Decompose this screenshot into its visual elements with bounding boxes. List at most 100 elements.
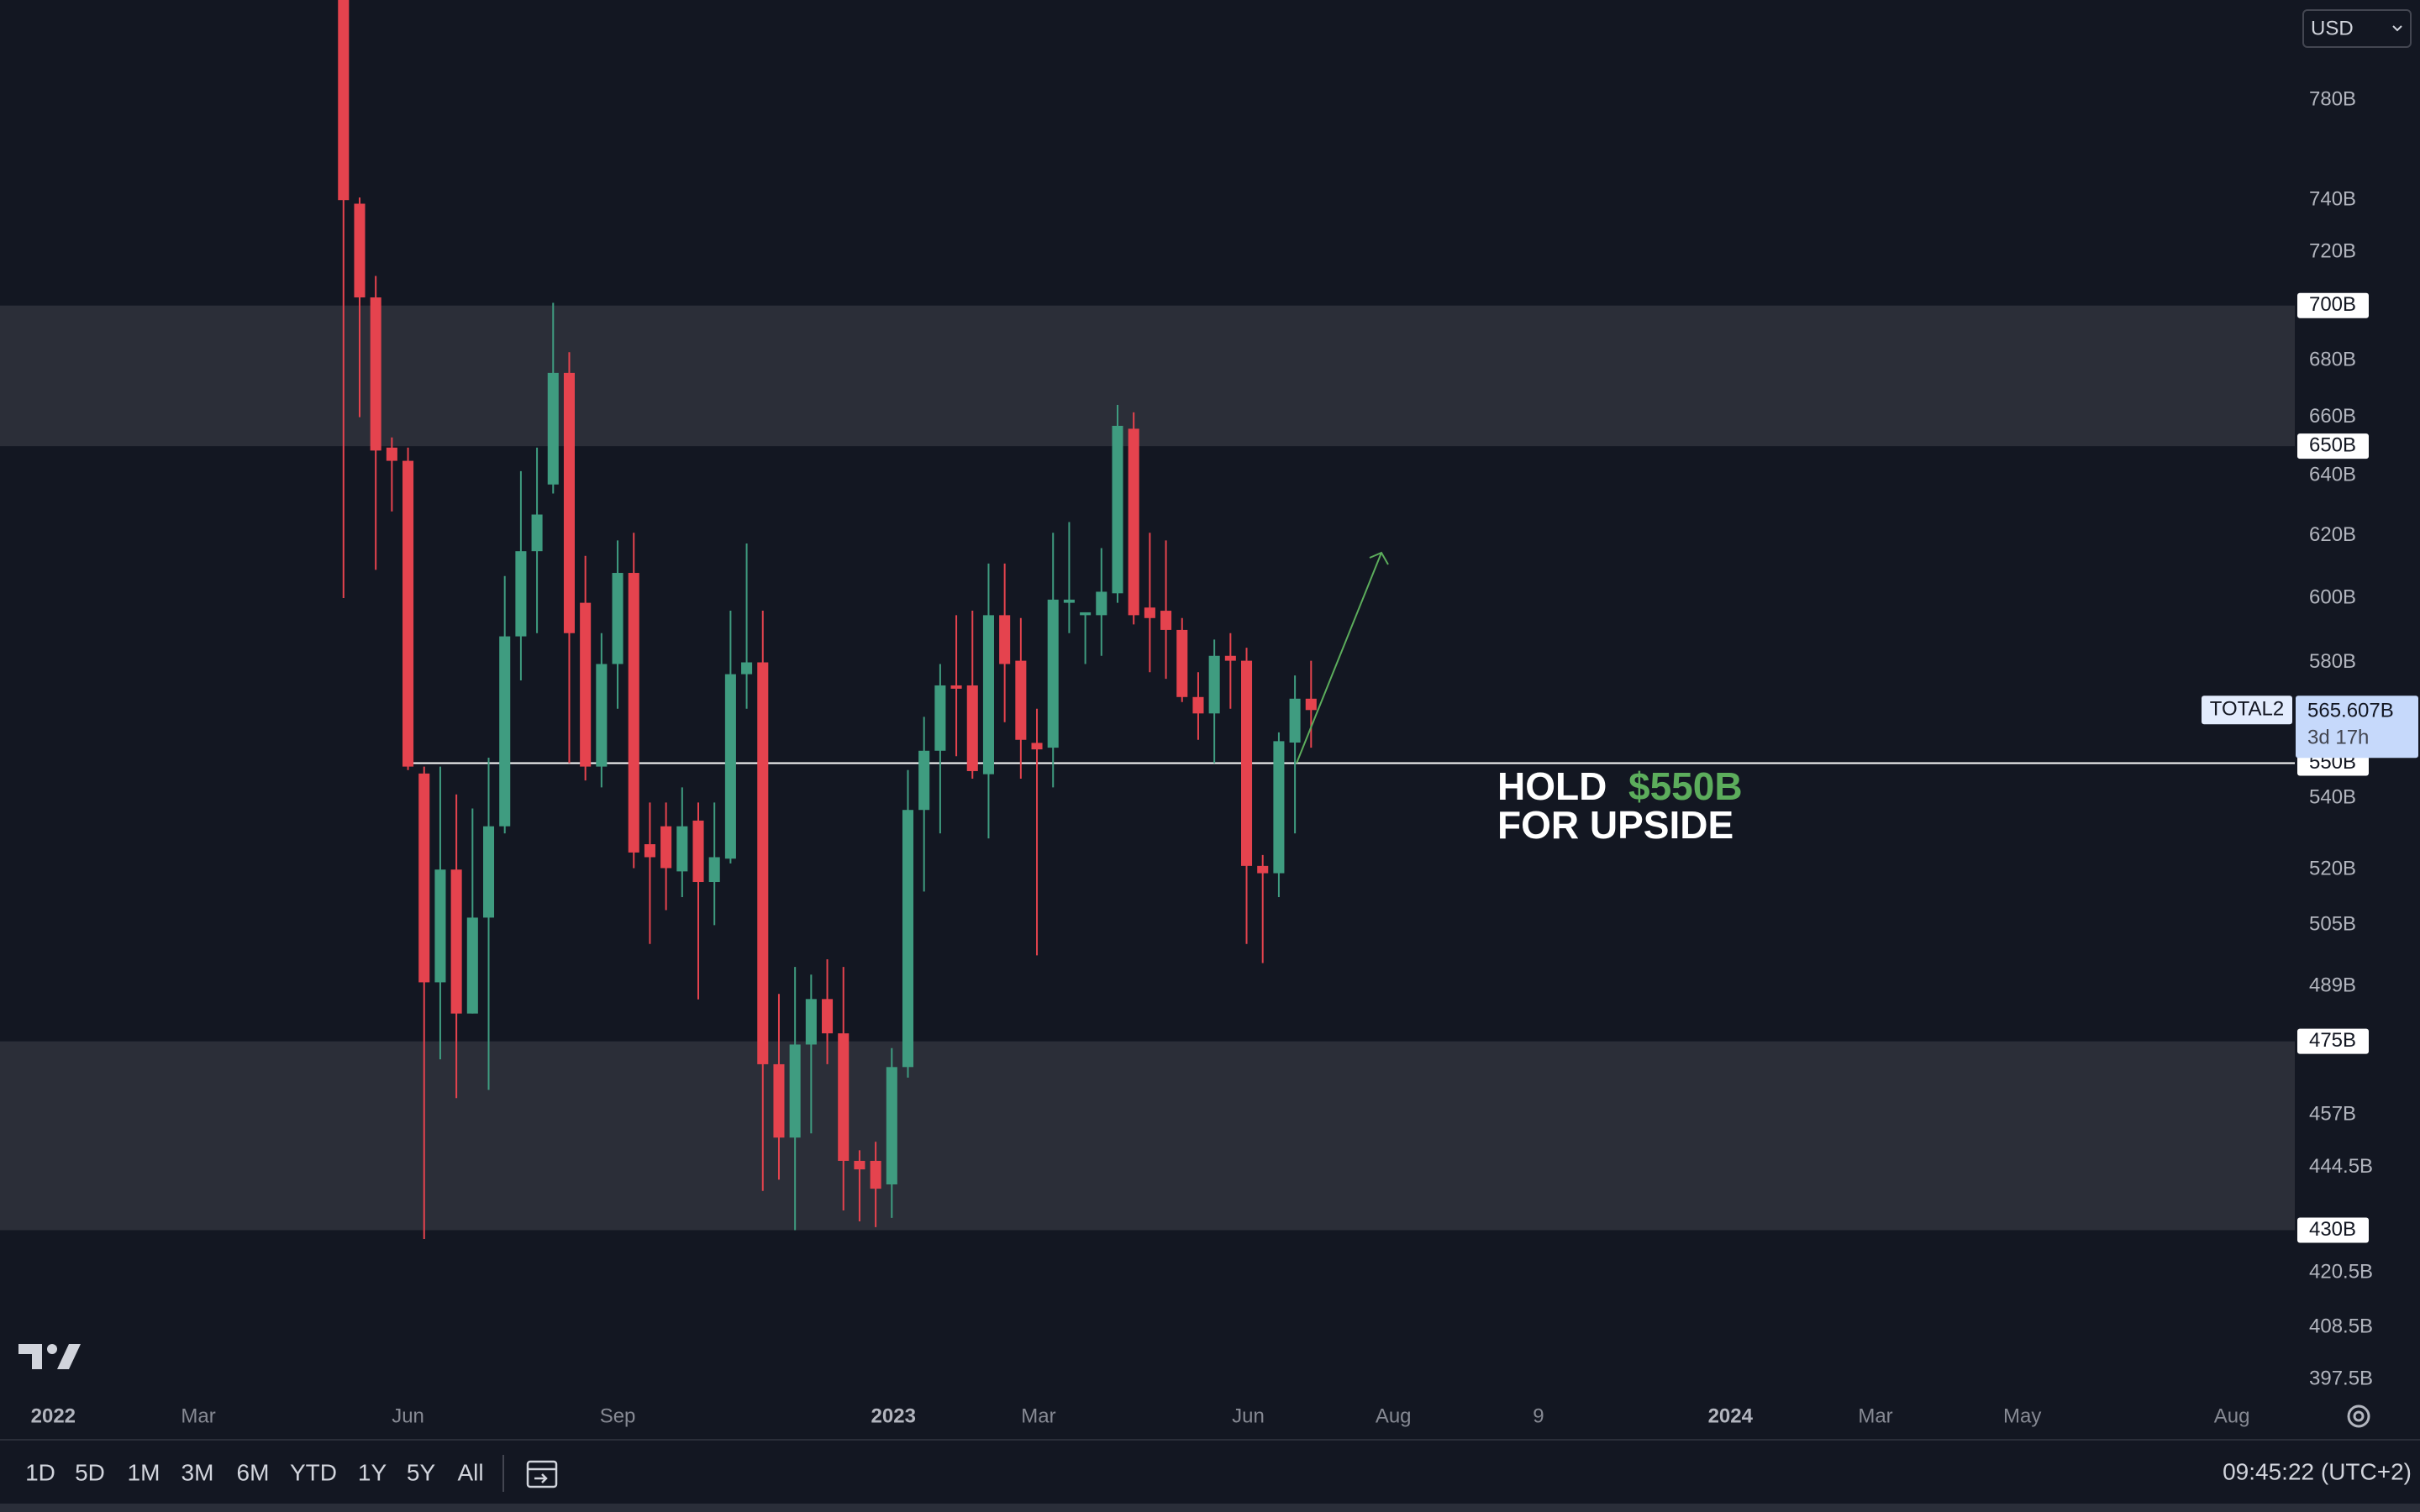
range-button[interactable]: All xyxy=(457,1459,483,1485)
range-button[interactable]: 3M xyxy=(182,1459,214,1485)
candle-body xyxy=(1096,591,1107,616)
y-tick-label: 740B xyxy=(2309,188,2356,211)
candle-body xyxy=(370,297,381,451)
candle-body xyxy=(434,869,446,983)
candle-body xyxy=(902,810,914,1068)
level-box xyxy=(2297,1028,2369,1054)
candle-body xyxy=(1080,612,1092,616)
toolbar: 09:45:22 (UTC+2) 1D 5D 1M 3M 6M YTD 1Y 5Y All xyxy=(25,1455,2412,1492)
candle-body xyxy=(580,602,592,767)
range-button[interactable]: 5Y xyxy=(407,1459,436,1485)
y-tick-label: 520B xyxy=(2309,858,2356,880)
range-button[interactable]: 1D xyxy=(25,1459,55,1485)
candle-body xyxy=(482,826,495,918)
range-button[interactable]: YTD xyxy=(290,1459,337,1485)
candle-body xyxy=(1063,599,1075,603)
candle-body xyxy=(1224,655,1236,661)
x-tick-label: Aug xyxy=(2214,1404,2250,1427)
candle-body xyxy=(1128,428,1139,616)
candle-body xyxy=(886,1067,897,1184)
candle-body xyxy=(660,826,672,869)
y-tick-label: 489B xyxy=(2309,974,2356,996)
y-tick-label: 505B xyxy=(2309,913,2356,936)
candle-body xyxy=(418,773,430,983)
last-price-label: 565.607B xyxy=(2307,700,2394,722)
x-tick-label: 2022 xyxy=(31,1404,76,1427)
candle-body xyxy=(338,0,350,201)
x-tick-label: Sep xyxy=(600,1404,636,1427)
x-tick-label: Jun xyxy=(392,1404,424,1427)
y-tick-label: 660B xyxy=(2309,405,2356,428)
y-tick-label: 397.5B xyxy=(2309,1367,2373,1389)
candle-body xyxy=(1305,698,1317,711)
candle-body xyxy=(1257,865,1269,874)
x-tick-label: Mar xyxy=(181,1404,215,1427)
range-button[interactable]: 6M xyxy=(237,1459,270,1485)
bottom-strip xyxy=(0,1504,2420,1512)
y-tick-label: 680B xyxy=(2309,349,2356,371)
candle-body xyxy=(354,203,366,298)
level-label: 475B xyxy=(2309,1029,2356,1052)
range-button[interactable]: 5D xyxy=(75,1459,105,1485)
y-tick-label: 600B xyxy=(2309,585,2356,608)
candle-body xyxy=(805,999,817,1045)
candle-body xyxy=(1047,599,1059,748)
candle-body xyxy=(966,685,978,771)
candle-body xyxy=(1176,629,1188,697)
candle-body xyxy=(999,615,1011,664)
y-tick-label: 780B xyxy=(2309,88,2356,111)
candle-body xyxy=(1031,743,1043,750)
zone xyxy=(0,1041,2295,1231)
level-box xyxy=(2297,433,2369,459)
candle-body xyxy=(822,999,834,1034)
candle-body xyxy=(692,820,704,883)
candle-body xyxy=(466,917,478,1014)
candle-body xyxy=(1241,660,1253,866)
countdown: 3d 17h xyxy=(2307,727,2369,749)
x-tick-label: Aug xyxy=(1376,1404,1412,1427)
candle-body xyxy=(628,573,639,853)
y-tick-label: 580B xyxy=(2309,650,2356,673)
logo xyxy=(18,1344,81,1369)
candle-body xyxy=(1289,698,1301,743)
candle-body xyxy=(563,372,575,633)
x-tick-label: Mar xyxy=(1858,1404,1892,1427)
candle-body xyxy=(1112,425,1123,594)
candle-body xyxy=(773,1063,785,1138)
currency: USD xyxy=(2311,17,2354,39)
candle-body xyxy=(1208,655,1220,714)
candle-body xyxy=(918,750,930,811)
clock: 09:45:22 (UTC+2) xyxy=(2223,1458,2412,1484)
candle-body xyxy=(838,1033,850,1161)
candle-body xyxy=(870,1160,881,1189)
candle-body xyxy=(1144,607,1155,618)
candle-body xyxy=(950,685,962,689)
range-button[interactable]: 1Y xyxy=(358,1459,387,1485)
y-tick-label: 420.5B xyxy=(2309,1260,2373,1283)
symbol-box xyxy=(2202,696,2292,725)
candle-body xyxy=(934,685,946,751)
candle-body xyxy=(982,615,994,774)
candle-body xyxy=(854,1160,865,1170)
candle-body xyxy=(789,1044,801,1138)
candle-body xyxy=(757,662,769,1064)
candle-body xyxy=(499,636,511,827)
candle-body xyxy=(596,664,608,767)
currency-dropdown[interactable]: USD xyxy=(2302,9,2412,48)
level-box xyxy=(2297,1217,2369,1243)
annotation: FOR UPSIDE xyxy=(1497,803,1733,847)
level-label: 700B xyxy=(2309,293,2356,316)
zone xyxy=(0,305,2295,447)
settings-icon[interactable] xyxy=(2347,1404,2370,1428)
annotation: HOLD xyxy=(1497,764,1607,808)
y-tick-label: 408.5B xyxy=(2309,1315,2373,1338)
range-button[interactable]: 1M xyxy=(128,1459,160,1485)
calendar-icon[interactable] xyxy=(526,1460,558,1488)
candle-body xyxy=(402,460,414,767)
y-tick-label: 457B xyxy=(2309,1102,2356,1125)
candle-body xyxy=(547,372,559,485)
candle-body xyxy=(386,447,397,461)
y-tick-label: 640B xyxy=(2309,464,2356,486)
